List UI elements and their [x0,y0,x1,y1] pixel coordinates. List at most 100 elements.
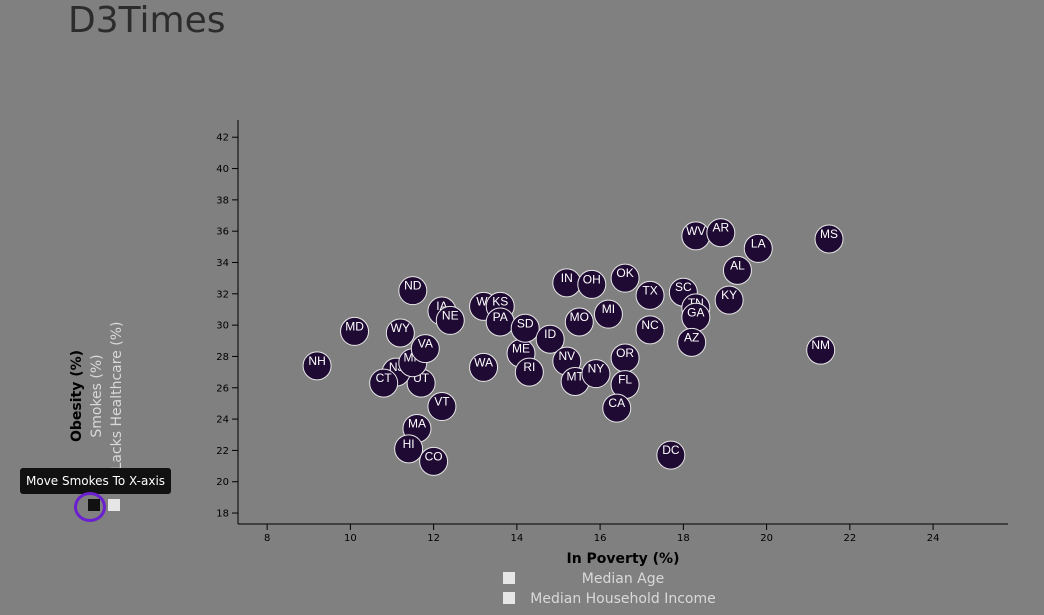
data-point-marker[interactable] [535,324,565,354]
data-point-wy[interactable]: WY [385,318,415,348]
data-point-nm[interactable]: NM [806,335,836,365]
data-point-hi[interactable]: HI [394,434,424,464]
data-point-marker[interactable] [340,316,370,346]
data-point-label: OK [616,266,633,280]
move-smokes-to-x-axis-button[interactable] [88,499,100,511]
data-point-marker[interactable] [656,440,686,470]
data-point-label: NY [588,362,605,376]
x-axis-label-median-age[interactable]: Median Age [582,571,664,587]
data-point-nd[interactable]: ND [398,276,428,306]
data-point-ne[interactable]: NE [435,305,465,335]
data-point-az[interactable]: AZ [677,327,707,357]
data-point-al[interactable]: AL [722,255,752,285]
data-point-label: KS [492,294,508,308]
data-point-marker[interactable] [806,335,836,365]
data-point-marker[interactable] [302,351,332,381]
data-point-marker[interactable] [722,255,752,285]
data-point-ky[interactable]: KY [714,285,744,315]
move-lacks-healthcare-to-x-axis-button[interactable] [108,499,120,511]
data-point-in[interactable]: IN [552,268,582,298]
data-point-marker[interactable] [510,313,540,343]
data-point-wa[interactable]: WA [469,352,499,382]
data-point-marker[interactable] [385,318,415,348]
y-tick-label: 34 [216,258,229,269]
data-point-ms[interactable]: MS [814,224,844,254]
x-tick-label: 16 [594,533,607,544]
median-income-toggle-button[interactable] [503,592,515,604]
data-point-label: OH [583,272,601,286]
data-point-ca[interactable]: CA [602,393,632,423]
x-axis: 8 10 12 14 16 18 20 22 24 [238,523,1008,544]
data-point-marker[interactable] [610,263,640,293]
y-tick-label: 18 [216,509,229,520]
data-point-ri[interactable]: RI [514,357,544,387]
x-axis-label-active[interactable]: In Poverty (%) [567,551,680,567]
data-point-label: MS [820,227,838,241]
data-point-sd[interactable]: SD [510,313,540,343]
data-point-la[interactable]: LA [743,233,773,263]
data-point-marker[interactable] [394,434,424,464]
data-point-label: PA [493,310,508,324]
data-point-label: MD [345,319,364,333]
data-point-wv[interactable]: WV [681,221,711,251]
data-point-ct[interactable]: CT [369,368,399,398]
data-point-label: WY [391,321,410,335]
data-point-marker[interactable] [635,315,665,345]
data-point-fl[interactable]: FL [610,370,640,400]
data-point-marker[interactable] [410,334,440,364]
data-point-oh[interactable]: OH [577,269,607,299]
data-point-marker[interactable] [706,218,736,248]
data-point-dc[interactable]: DC [656,440,686,470]
y-tick-label: 30 [216,321,229,332]
data-point-ny[interactable]: NY [581,359,611,389]
y-tick-label: 38 [216,195,229,206]
data-point-marker[interactable] [369,368,399,398]
data-point-mi[interactable]: MI [593,299,623,329]
data-point-label: VA [418,337,433,351]
data-point-ga[interactable]: GA [681,302,711,332]
data-point-pa[interactable]: PA [485,307,515,337]
data-point-ok[interactable]: OK [610,263,640,293]
y-axis-label-lacks-healthcare[interactable]: Lacks Healthcare (%) [109,322,125,471]
data-point-or[interactable]: OR [610,343,640,373]
data-point-marker[interactable] [398,276,428,306]
data-point-nc[interactable]: NC [635,315,665,345]
data-point-marker[interactable] [469,352,499,382]
data-point-vt[interactable]: VT [427,392,457,422]
data-point-ar[interactable]: AR [706,218,736,248]
data-point-va[interactable]: VA [410,334,440,364]
data-point-marker[interactable] [602,393,632,423]
data-point-marker[interactable] [577,269,607,299]
median-age-toggle-button[interactable] [503,572,515,584]
data-point-label: AL [730,258,745,272]
data-point-nh[interactable]: NH [302,351,332,381]
data-point-mo[interactable]: MO [564,307,594,337]
data-point-marker[interactable] [593,299,623,329]
data-point-label: FL [618,373,632,387]
data-point-marker[interactable] [814,224,844,254]
data-point-marker[interactable] [419,446,449,476]
data-point-label: LA [751,236,766,250]
data-point-marker[interactable] [435,305,465,335]
data-point-marker[interactable] [427,392,457,422]
y-axis-label-active[interactable]: Obesity (%) [69,350,85,442]
data-point-id[interactable]: ID [535,324,565,354]
data-point-co[interactable]: CO [419,446,449,476]
x-tick-label: 24 [927,533,940,544]
data-point-md[interactable]: MD [340,316,370,346]
data-point-label: CT [376,371,393,385]
y-axis-label-smokes[interactable]: Smokes (%) [89,354,105,437]
data-point-marker[interactable] [514,357,544,387]
data-point-marker[interactable] [564,307,594,337]
data-point-marker[interactable] [677,327,707,357]
x-axis-label-median-income[interactable]: Median Household Income [530,591,715,607]
data-point-label: DC [662,443,680,457]
data-point-marker[interactable] [743,233,773,263]
data-point-marker[interactable] [635,280,665,310]
data-point-marker[interactable] [581,359,611,389]
data-point-tx[interactable]: TX [635,280,665,310]
data-point-marker[interactable] [714,285,744,315]
data-point-label: SD [517,316,534,330]
y-tick-label: 40 [216,164,229,175]
data-point-label: IA [436,299,447,313]
